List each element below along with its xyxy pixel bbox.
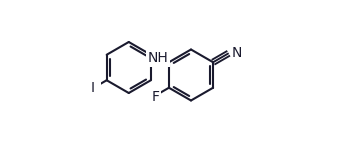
Text: I: I xyxy=(90,81,94,95)
Text: NH: NH xyxy=(148,51,169,65)
Text: N: N xyxy=(231,46,242,60)
Text: F: F xyxy=(152,90,160,104)
